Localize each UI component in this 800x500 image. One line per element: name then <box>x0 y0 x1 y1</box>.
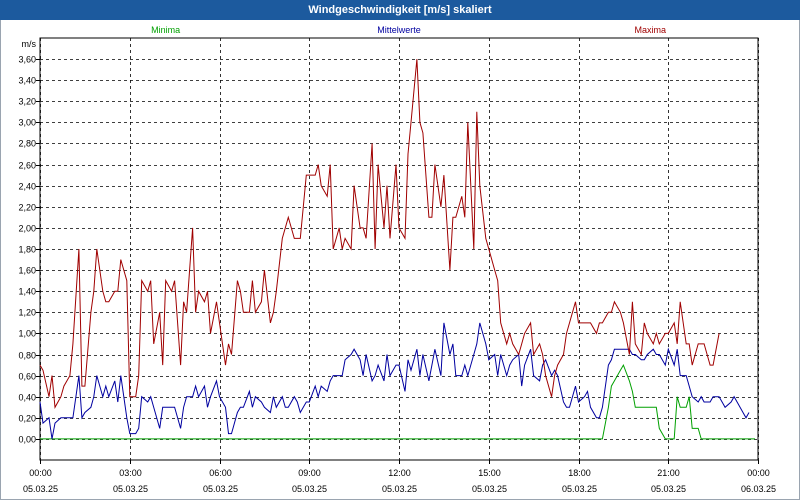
x-tick-time: 12:00 <box>388 468 411 478</box>
chart-frame <box>0 20 800 500</box>
y-tick-label: 2,40 <box>18 182 36 192</box>
x-tick-date: 05.03.25 <box>382 484 417 494</box>
series-line-maxima <box>39 59 720 409</box>
y-tick-label: 1,20 <box>18 308 36 318</box>
y-tick-label: 1,00 <box>18 329 36 339</box>
x-tick-date: 05.03.25 <box>472 484 507 494</box>
x-tick-time: 03:00 <box>119 468 142 478</box>
x-tick-date: 05.03.25 <box>651 484 686 494</box>
legend-mittelwerte: Mittelwerte <box>377 25 421 35</box>
y-tick-label: 3,60 <box>18 55 36 65</box>
y-tick-label: 3,00 <box>18 118 36 128</box>
x-tick-time: 18:00 <box>568 468 591 478</box>
y-tick-label: 1,80 <box>18 245 36 255</box>
y-tick-label: 3,20 <box>18 97 36 107</box>
x-tick-time: 00:00 <box>29 468 52 478</box>
y-tick-label: 0,40 <box>18 393 36 403</box>
x-tick-time: 06:00 <box>209 468 232 478</box>
y-tick-label: 2,00 <box>18 224 36 234</box>
y-tick-label: 2,60 <box>18 161 36 171</box>
plot-area <box>39 37 759 461</box>
y-tick-label: 1,60 <box>18 266 36 276</box>
x-tick-date: 05.03.25 <box>562 484 597 494</box>
x-tick-date: 05.03.25 <box>292 484 327 494</box>
x-tick-time: 00:00 <box>747 468 770 478</box>
y-tick-label: 0,00 <box>18 435 36 445</box>
y-tick-label: 1,40 <box>18 287 36 297</box>
series-line-mittelwerte <box>39 322 750 439</box>
series-line-minima <box>40 363 755 440</box>
y-tick-label: 2,80 <box>18 139 36 149</box>
y-tick-label: 0,60 <box>18 372 36 382</box>
x-tick-time: 09:00 <box>298 468 321 478</box>
y-tick-label: 0,20 <box>18 414 36 424</box>
legend-minima: Minima <box>151 25 180 35</box>
x-tick-time: 15:00 <box>478 468 501 478</box>
x-tick-date: 06.03.25 <box>741 484 776 494</box>
y-tick-label: 2,20 <box>18 203 36 213</box>
y-tick-label: 3,40 <box>18 76 36 86</box>
window-title: Windgeschwindigkeit [m/s] skaliert <box>0 0 800 20</box>
legend-maxima: Maxima <box>635 25 667 35</box>
x-tick-date: 05.03.25 <box>203 484 238 494</box>
x-tick-date: 05.03.25 <box>23 484 58 494</box>
y-axis-unit: m/s <box>22 39 37 49</box>
x-tick-time: 21:00 <box>657 468 680 478</box>
y-tick-label: 0,80 <box>18 351 36 361</box>
x-tick-date: 05.03.25 <box>113 484 148 494</box>
